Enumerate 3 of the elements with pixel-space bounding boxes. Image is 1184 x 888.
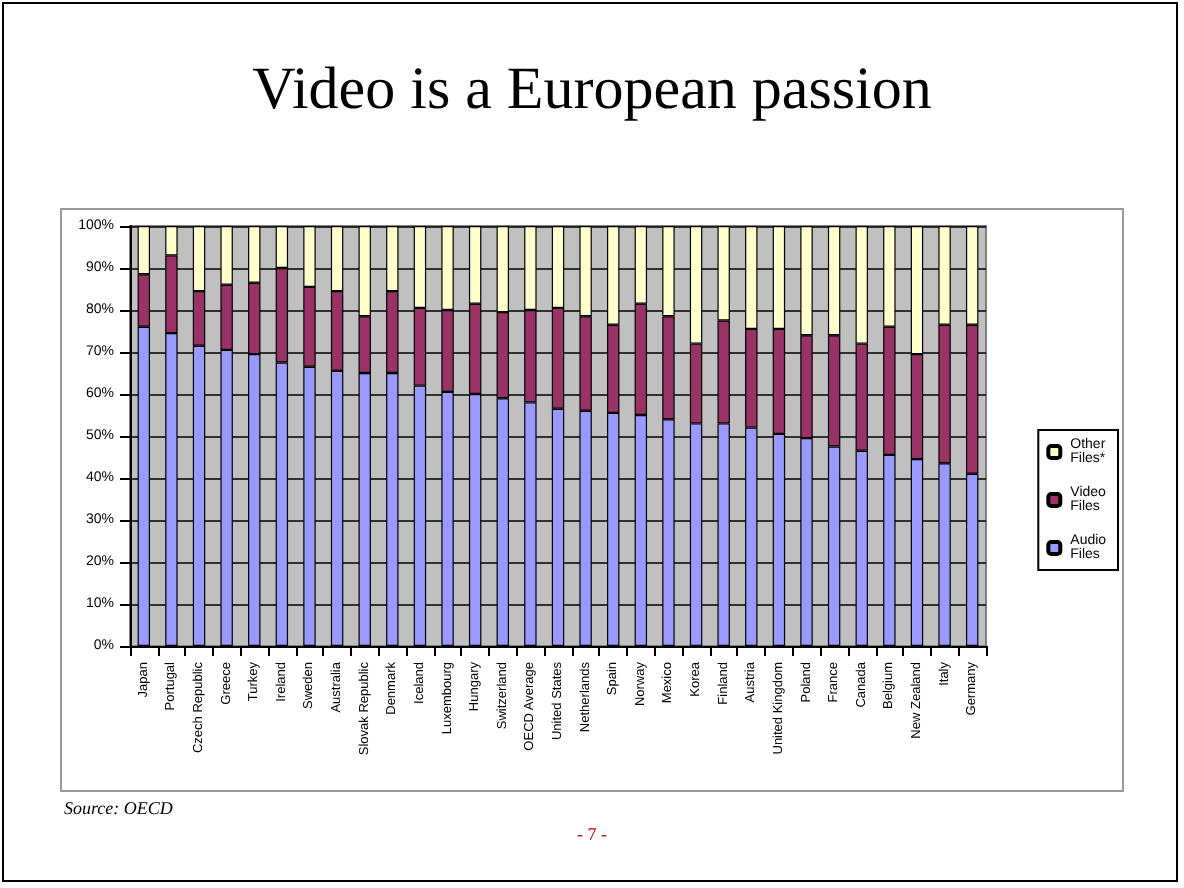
text: - 7 - (575, 824, 609, 844)
chart-title: Video is a European passion (250, 56, 934, 124)
source-note: Source: OECD (64, 798, 173, 818)
